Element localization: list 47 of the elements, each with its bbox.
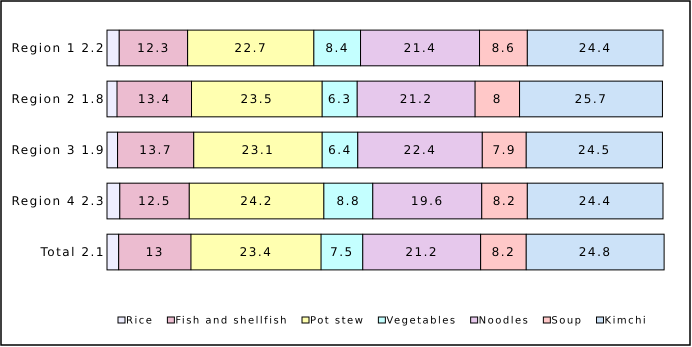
data-label: 1.9 bbox=[81, 143, 105, 157]
data-label: 21.2 bbox=[405, 245, 438, 260]
data-label: 8.2 bbox=[492, 194, 516, 208]
data-label: 8.4 bbox=[325, 40, 349, 55]
y-tick-label: Region 2 bbox=[11, 92, 76, 106]
data-label: 2.2 bbox=[81, 40, 105, 55]
data-label: 21.2 bbox=[400, 92, 432, 106]
legend-label: Rice bbox=[126, 316, 154, 326]
y-tick-label: Region 1 bbox=[11, 40, 76, 55]
data-label: 19.6 bbox=[410, 194, 444, 208]
data-label: 8 bbox=[492, 92, 502, 106]
data-label: 23.1 bbox=[242, 143, 274, 157]
legend-label: Vegetables bbox=[386, 316, 457, 326]
data-label: 24.4 bbox=[578, 194, 612, 208]
y-tick-label: Region 3 bbox=[11, 143, 76, 157]
data-label: 22.4 bbox=[404, 143, 436, 157]
data-label: 24.8 bbox=[578, 245, 612, 260]
data-label: 23.4 bbox=[240, 245, 272, 260]
legend-label: Kimchi bbox=[604, 316, 648, 326]
data-label: 24.4 bbox=[578, 40, 612, 55]
data-label: 25.7 bbox=[574, 92, 608, 106]
y-tick-label: Total bbox=[39, 245, 76, 260]
data-label: 8.6 bbox=[492, 40, 516, 55]
data-label: 13.4 bbox=[138, 92, 171, 106]
data-label: 8.2 bbox=[492, 245, 516, 260]
data-label: 12.3 bbox=[137, 40, 170, 55]
data-label: 2.3 bbox=[81, 194, 105, 208]
data-label: 24.2 bbox=[240, 194, 273, 208]
data-label: 8.8 bbox=[336, 194, 360, 208]
data-label: 23.5 bbox=[240, 92, 274, 106]
data-label: 6.3 bbox=[328, 92, 352, 106]
legend-label: Soup bbox=[551, 316, 583, 326]
data-label: 7.5 bbox=[330, 245, 354, 260]
data-label: 13.7 bbox=[139, 143, 172, 157]
legend-label: Pot stew bbox=[310, 316, 364, 326]
legend-label: Noodles bbox=[478, 316, 530, 326]
data-label: 21.4 bbox=[404, 40, 436, 55]
data-label: 12.5 bbox=[138, 194, 171, 208]
data-label: 6.4 bbox=[328, 143, 352, 157]
y-tick-label: Region 4 bbox=[11, 194, 76, 208]
data-label: 13 bbox=[146, 245, 164, 260]
data-label: 1.8 bbox=[81, 92, 105, 106]
data-label: 24.5 bbox=[578, 143, 611, 157]
data-label: 2.1 bbox=[81, 245, 105, 260]
data-label: 22.7 bbox=[234, 40, 268, 55]
legend-label: Fish and shellfish bbox=[175, 316, 288, 326]
data-label: 7.9 bbox=[492, 143, 516, 157]
